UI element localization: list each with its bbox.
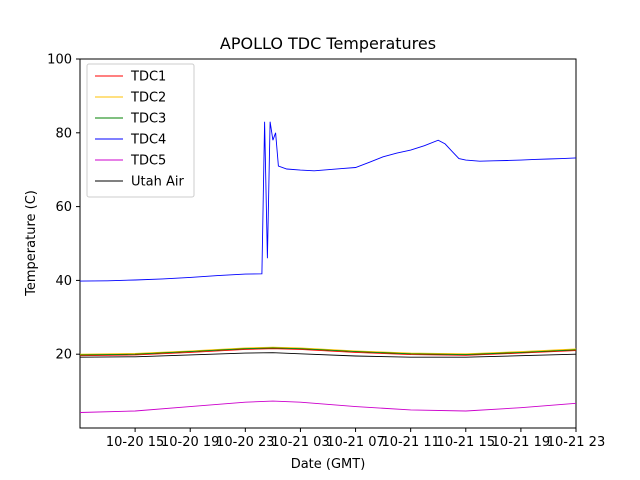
series-line-tdc3	[79, 347, 577, 356]
plot-area	[79, 58, 577, 429]
x-tick-label: 10-20 19	[161, 435, 219, 450]
legend-entry: Utah Air	[131, 175, 184, 190]
x-tick-label: 10-21 19	[492, 435, 550, 450]
legend-entry: TDC1	[130, 70, 166, 85]
x-tick-label: 10-21 23	[547, 435, 605, 450]
series-line-tdc4	[79, 121, 577, 282]
y-axis-label: Temperature (C)	[24, 190, 39, 297]
series-line-tdc5	[79, 400, 577, 413]
y-tick-label: 80	[55, 126, 72, 141]
series-line-tdc2	[79, 346, 577, 355]
x-tick-label: 10-21 11	[381, 435, 439, 450]
x-tick-label: 10-21 07	[326, 435, 384, 450]
series-lines	[79, 121, 577, 413]
y-tick-label: 60	[55, 200, 72, 215]
y-tick-label: 100	[47, 53, 72, 68]
series-line-utah-air	[79, 352, 577, 358]
x-tick-label: 10-21 15	[437, 435, 495, 450]
x-tick-label: 10-21 03	[271, 435, 329, 450]
plot-frame	[79, 58, 577, 429]
y-tick-label: 40	[55, 274, 72, 289]
x-axis-label: Date (GMT)	[291, 457, 366, 472]
x-tick-label: 10-20 23	[216, 435, 274, 450]
legend-entry: TDC4	[130, 133, 166, 148]
legend-entry: TDC3	[130, 112, 166, 127]
legend: TDC1 TDC2 TDC3 TDC4 TDC5 Utah Air	[86, 63, 195, 198]
chart-title: APOLLO TDC Temperatures	[220, 34, 436, 53]
legend-entry: TDC2	[130, 91, 166, 106]
legend-entry: TDC5	[130, 154, 166, 169]
series-line-tdc1	[79, 348, 577, 357]
x-tick-label: 10-20 15	[106, 435, 164, 450]
y-tick-label: 20	[55, 348, 72, 363]
